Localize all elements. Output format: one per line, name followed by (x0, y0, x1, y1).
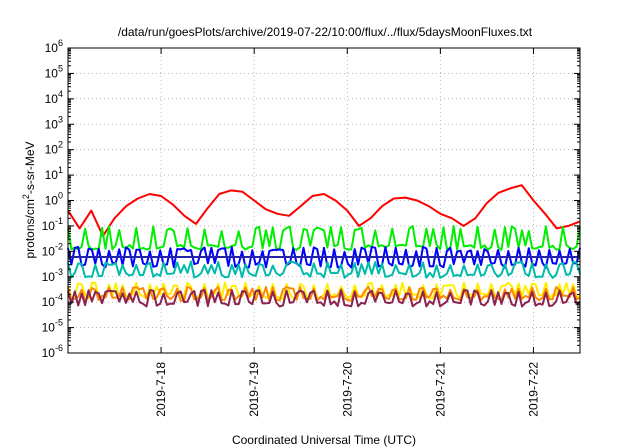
x-axis-label: Coordinated Universal Time (UTC) (232, 433, 416, 447)
series-layer (67, 184, 581, 308)
y-tick-label: 104 (45, 89, 63, 106)
y-tick-label: 10-1 (42, 216, 63, 233)
y-tick-label: 100 (45, 191, 63, 208)
series-line-1 (67, 225, 581, 251)
y-tick-label: 103 (45, 114, 63, 131)
y-tick-exponent: -4 (55, 292, 63, 302)
y-tick-exponent: -2 (55, 241, 63, 251)
y-tick-label: 10-5 (42, 318, 63, 335)
y-tick-label: 10-3 (42, 267, 63, 284)
y-tick-label: 10-4 (42, 292, 63, 309)
y-tick-base: 10 (45, 143, 59, 157)
y-tick-base: 10 (45, 41, 59, 55)
y-tick-exponent: -6 (55, 343, 63, 353)
y-tick-label: 10-6 (42, 343, 63, 360)
y-tick-base: 10 (42, 244, 56, 258)
y-tick-exponent: 5 (58, 63, 63, 73)
y-tick-base: 10 (45, 194, 59, 208)
y-tick-base: 10 (45, 92, 59, 106)
y-axis-label: protons/cm2-s-sr-MeV (21, 141, 37, 258)
series-line-6 (67, 285, 581, 302)
y-tick-base: 10 (45, 66, 59, 80)
y-tick-label: 106 (45, 38, 63, 55)
series-line-0 (67, 184, 581, 237)
y-axis-label-sup: 2 (21, 194, 31, 199)
x-tick-label: 2019-7-20 (340, 362, 354, 417)
y-tick-label: 105 (45, 63, 63, 80)
y-tick-base: 10 (42, 295, 56, 309)
series-line-5 (67, 281, 581, 300)
x-tick-label: 2019-7-18 (154, 362, 168, 417)
x-tick-label: 2019-7-22 (526, 362, 540, 417)
series-line-2 (67, 245, 581, 269)
x-tick-label: 2019-7-21 (433, 362, 447, 417)
chart-title: /data/run/goesPlots/archive/2019-07-22/1… (118, 25, 533, 39)
y-tick-base: 10 (42, 219, 56, 233)
y-tick-exponent: 6 (58, 38, 63, 48)
y-axis-label-prefix: protons/cm (23, 199, 37, 258)
y-tick-exponent: 0 (58, 191, 63, 201)
y-axis-label-suffix: -s-sr-MeV (23, 141, 37, 194)
y-tick-label: 10-2 (42, 241, 63, 258)
series-line-7 (67, 289, 581, 308)
y-tick-label: 101 (45, 165, 63, 182)
y-tick-base: 10 (45, 168, 59, 182)
y-tick-exponent: 2 (58, 140, 63, 150)
y-axis: 10-610-510-410-310-210-11001011021031041… (42, 38, 580, 360)
y-tick-exponent: 3 (58, 114, 63, 124)
y-tick-exponent: 4 (58, 89, 63, 99)
y-tick-base: 10 (42, 321, 56, 335)
y-tick-base: 10 (45, 117, 59, 131)
grid-lines (68, 48, 580, 353)
y-tick-exponent: -3 (55, 267, 63, 277)
y-tick-exponent: -1 (55, 216, 63, 226)
y-tick-base: 10 (42, 270, 56, 284)
y-tick-label: 102 (45, 140, 63, 157)
y-tick-base: 10 (42, 346, 56, 360)
x-axis: 2019-7-18 2019-7-19 2019-7-20 2019-7-21 2019… (154, 48, 540, 417)
x-tick-label: 2019-7-19 (247, 362, 261, 417)
y-tick-exponent: -5 (55, 318, 63, 328)
series-line-4 (67, 260, 581, 279)
y-tick-exponent: 1 (58, 165, 63, 175)
